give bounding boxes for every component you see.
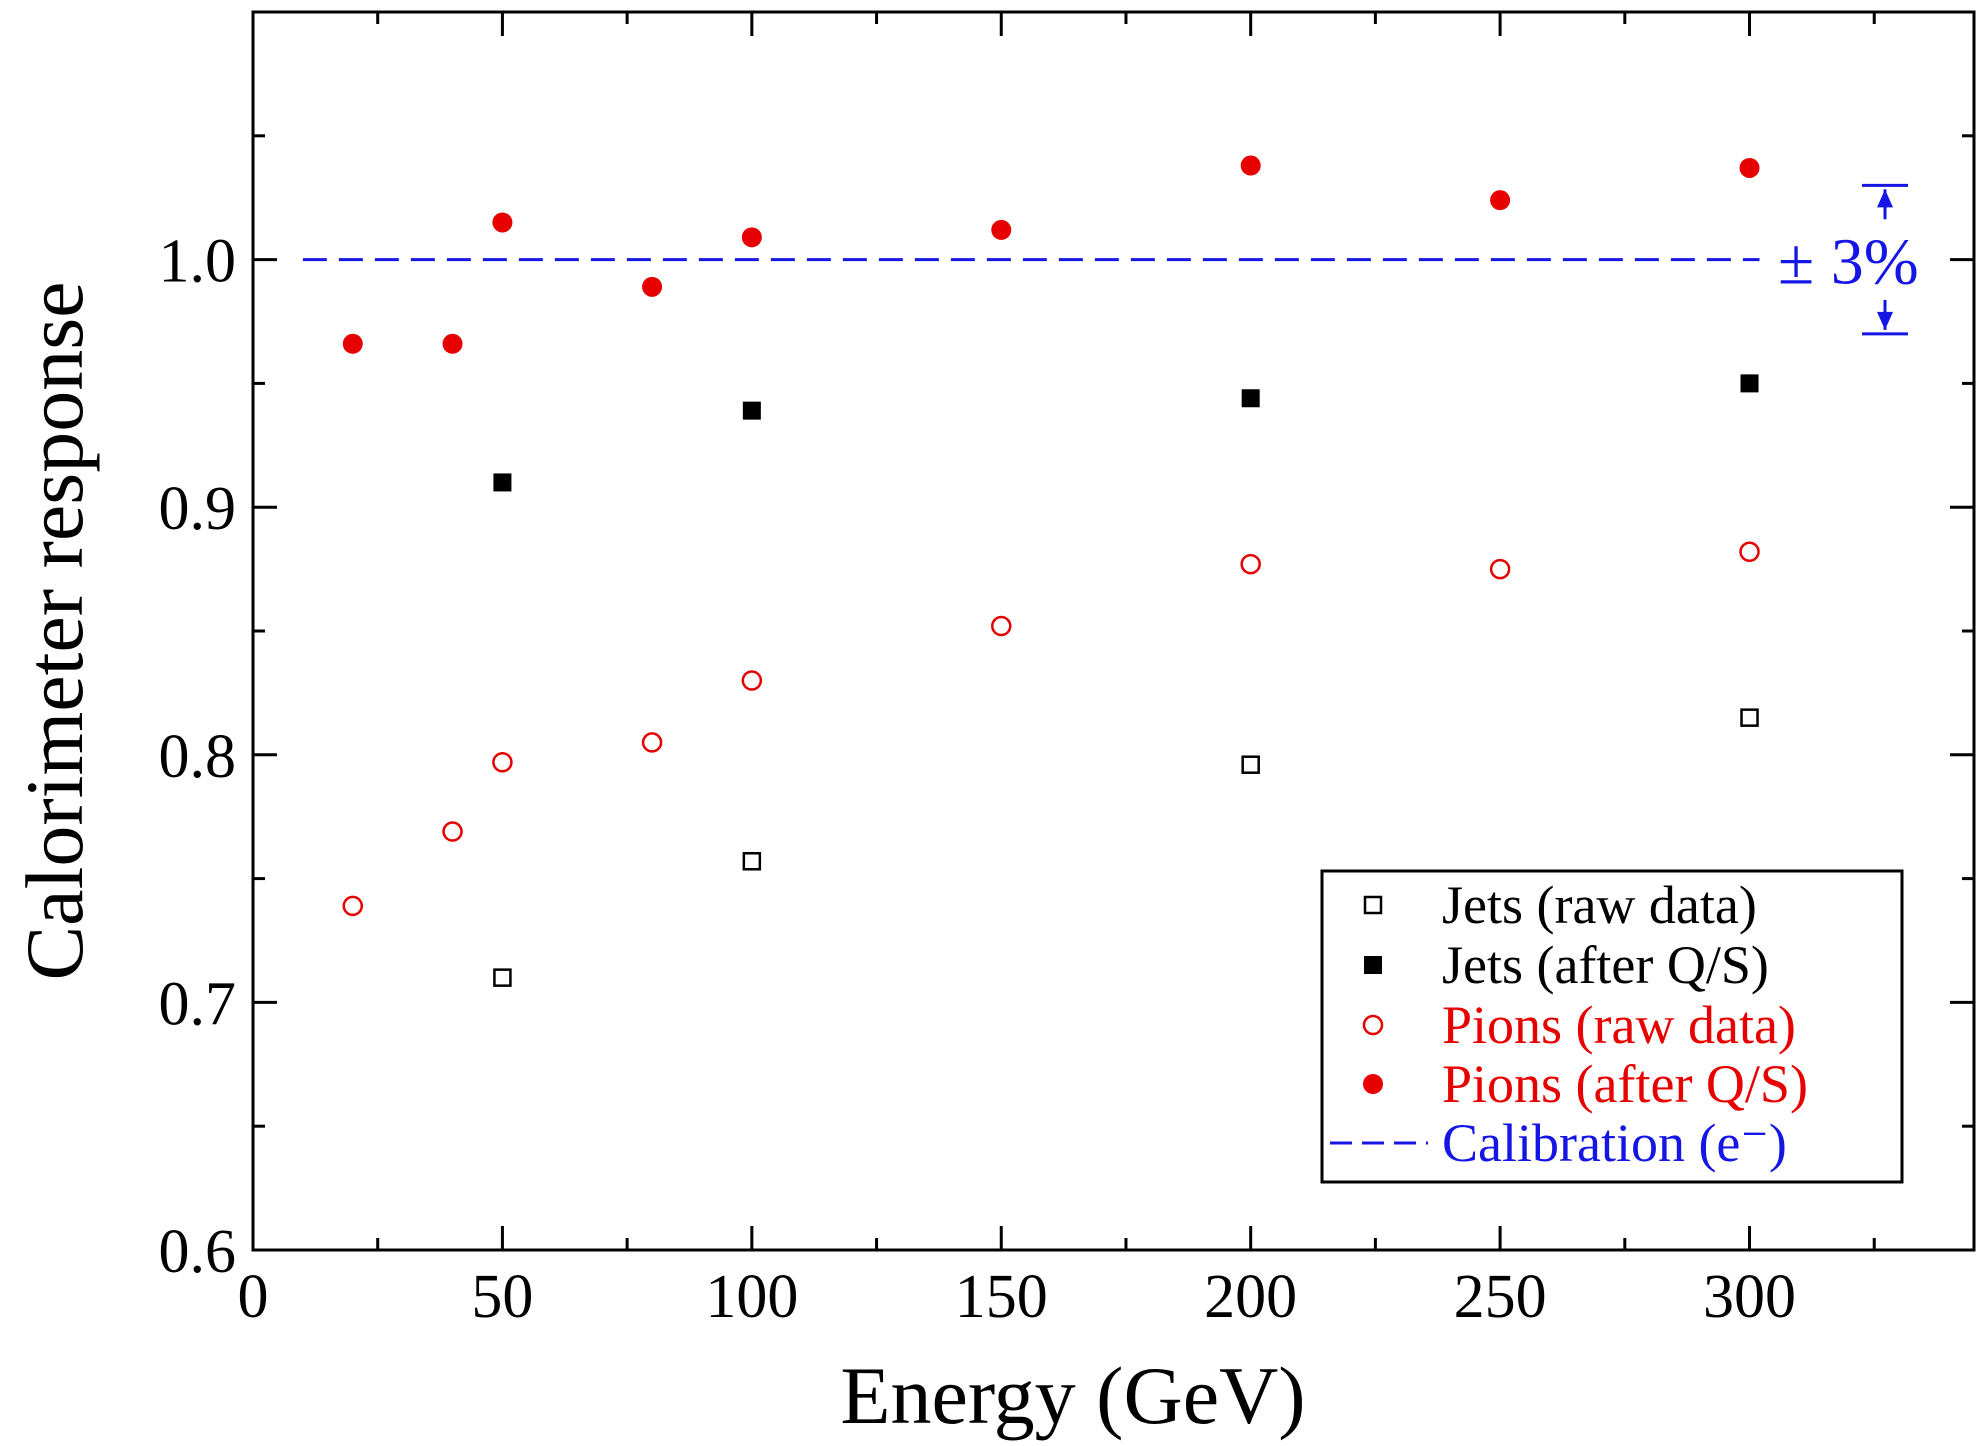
- pions-after-q-s-point: [991, 219, 1012, 240]
- pions-raw-data-point: [492, 751, 513, 773]
- jets-raw-data-point: [1241, 755, 1260, 774]
- jets-after-q-s-point: [1241, 389, 1260, 408]
- legend: Jets (raw data)Jets (after Q/S)Pions (ra…: [1320, 869, 1904, 1184]
- y-tick-label: 0.6: [159, 1218, 237, 1286]
- pions-raw-data-point: [641, 732, 663, 753]
- y-axis-title: Calorimeter response: [9, 281, 100, 980]
- x-tick-label: 300: [1703, 1263, 1796, 1331]
- jets-raw-data-point: [493, 968, 512, 987]
- y-tick-label: 0.9: [159, 475, 237, 543]
- x-axis-title: Energy (GeV): [840, 1350, 1305, 1441]
- jets-after-q-s-point: [1740, 374, 1759, 393]
- legend-label: Jets (raw data): [1442, 875, 1757, 935]
- legend-label: Pions (raw data): [1442, 995, 1796, 1055]
- legend-symbol: [1363, 895, 1383, 915]
- y-tick-label: 0.8: [159, 723, 237, 791]
- pions-raw-data-point: [1739, 541, 1760, 563]
- legend-symbol: [1362, 1014, 1384, 1036]
- pions-after-q-s-point: [741, 227, 762, 248]
- pions-after-q-s-point: [1739, 157, 1760, 178]
- pions-after-q-s-point: [342, 333, 363, 354]
- jets-raw-data-point: [1740, 708, 1759, 727]
- y-tick-labels: 0.6 0.7 0.8 0.9 1.0: [159, 228, 237, 1286]
- legend-label: Pions (after Q/S): [1442, 1054, 1808, 1114]
- band-arrow-up-head: [1877, 189, 1893, 208]
- band-label: ± 3%: [1778, 226, 1919, 299]
- pions-after-q-s-point: [492, 212, 513, 233]
- x-tick-label: 250: [1454, 1263, 1547, 1331]
- x-tick-label: 100: [705, 1263, 798, 1331]
- data-points: [342, 155, 1760, 987]
- x-tick-label: 50: [471, 1263, 533, 1331]
- x-tick-label: 150: [955, 1263, 1048, 1331]
- legend-label: Jets (after Q/S): [1442, 935, 1769, 995]
- pions-after-q-s-point: [442, 333, 463, 354]
- y-tick-label: 1.0: [159, 228, 237, 296]
- legend-symbol: [1364, 956, 1382, 974]
- x-tick-labels: 0 50 100 150 200 250 300: [238, 1263, 1797, 1331]
- y-tick-label: 0.7: [159, 970, 237, 1038]
- jets-after-q-s-point: [742, 401, 761, 420]
- pions-after-q-s-point: [642, 276, 663, 297]
- jets-raw-data-point: [742, 852, 762, 871]
- three-percent-band: ± 3%: [1778, 183, 1919, 336]
- pions-raw-data-point: [991, 615, 1012, 637]
- legend-symbol: [1363, 1074, 1383, 1094]
- x-tick-label: 200: [1204, 1263, 1297, 1331]
- pions-after-q-s-point: [1240, 155, 1261, 176]
- x-tick-label: 0: [238, 1263, 269, 1331]
- pions-raw-data-point: [741, 670, 763, 691]
- pions-after-q-s-point: [1490, 190, 1511, 211]
- pions-raw-data-point: [442, 821, 463, 842]
- band-arrow-down-head: [1877, 311, 1893, 330]
- pions-raw-data-point: [1240, 553, 1261, 575]
- jets-after-q-s-point: [493, 473, 512, 492]
- axis-ticks: [251, 12, 1974, 1252]
- pions-raw-data-point: [1489, 558, 1511, 580]
- pions-raw-data-point: [342, 895, 364, 917]
- legend-label: Calibration (e⁻): [1442, 1113, 1787, 1173]
- legend-box: [1320, 869, 1904, 1184]
